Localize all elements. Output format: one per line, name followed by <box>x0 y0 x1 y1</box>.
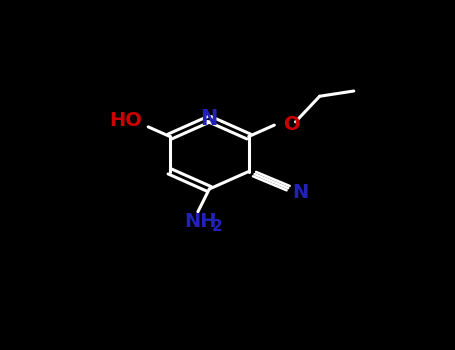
Text: HO: HO <box>110 111 142 130</box>
Text: N: N <box>201 109 218 129</box>
Text: N: N <box>292 183 308 202</box>
Text: 2: 2 <box>212 219 223 234</box>
Text: NH: NH <box>184 212 217 231</box>
Text: O: O <box>284 116 301 134</box>
